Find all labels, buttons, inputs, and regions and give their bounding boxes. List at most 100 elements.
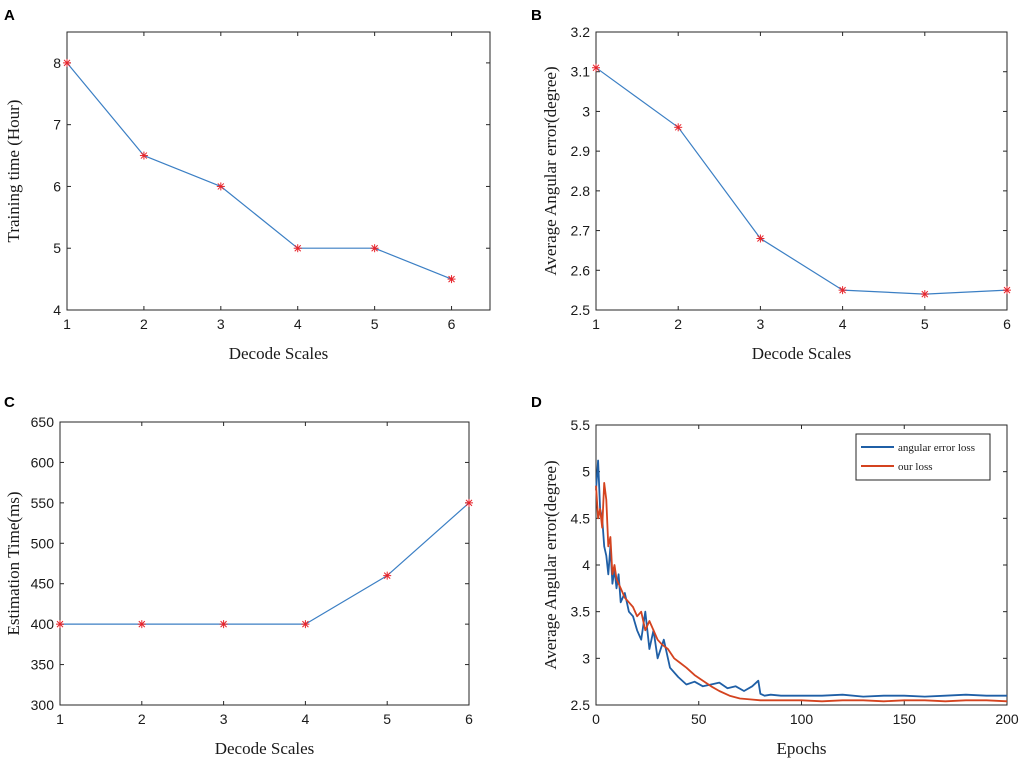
y-tick-label: 2.8 <box>571 183 591 199</box>
panel-letter: B <box>531 7 542 24</box>
y-axis-label: Training time (Hour) <box>4 100 23 243</box>
y-tick-label: 2.9 <box>571 143 591 159</box>
data-point-marker <box>1003 286 1011 295</box>
data-point-marker <box>447 275 456 284</box>
x-axis-label: Epochs <box>776 739 826 758</box>
data-point-marker <box>383 571 392 580</box>
marker-stroke <box>220 620 227 628</box>
y-tick-label: 4 <box>582 557 590 573</box>
series-line-angular-error-loss <box>595 459 1007 698</box>
marker-stroke <box>921 290 929 298</box>
data-point-marker <box>56 620 64 629</box>
panel-letter: C <box>4 394 15 411</box>
y-tick-label: 6 <box>53 178 61 194</box>
y-tick-label: 450 <box>31 576 55 592</box>
x-tick-label: 50 <box>691 711 707 727</box>
legend: angular error loss our loss <box>855 433 991 481</box>
marker-stroke <box>448 275 455 283</box>
y-tick-label: 4.5 <box>571 510 591 526</box>
data-point-marker <box>756 234 765 243</box>
marker-stroke <box>839 286 846 294</box>
panel-letter: A <box>4 7 15 24</box>
y-tick-label: 2.5 <box>571 302 591 318</box>
x-tick-label: 4 <box>839 316 847 332</box>
y-tick-label: 2.5 <box>571 697 591 713</box>
x-axis-label: Decode Scales <box>229 344 329 363</box>
y-tick-label: 5.5 <box>571 417 591 433</box>
data-point-marker <box>465 498 473 507</box>
x-tick-label: 4 <box>294 316 302 332</box>
y-tick-label: 300 <box>31 697 55 713</box>
y-tick-label: 2.6 <box>571 262 591 278</box>
x-axis-label: Decode Scales <box>215 739 315 758</box>
series-line-our-loss <box>595 481 1008 703</box>
x-tick-label: 150 <box>893 711 917 727</box>
plot-frame <box>595 31 1008 311</box>
x-tick-label: 5 <box>371 316 379 332</box>
marker-stroke <box>138 620 146 628</box>
chart-panel-b: B 1 2 3 4 5 6 2.5 2.6 2.7 2.8 2.9 3 3.1 3.2 Decode Scal… <box>531 7 1011 363</box>
data-point-marker <box>293 244 302 253</box>
y-tick-label: 5 <box>53 240 61 256</box>
x-tick-label: 3 <box>217 316 225 332</box>
legend-entry: angular error loss <box>898 442 975 454</box>
y-tick-label: 3 <box>582 650 590 666</box>
series-line-series <box>595 67 1008 295</box>
data-point-marker <box>139 151 148 160</box>
x-tick-label: 200 <box>995 711 1019 727</box>
y-axis-label: Estimation Time(ms) <box>4 491 23 635</box>
x-tick-label: 6 <box>465 711 473 727</box>
marker-stroke <box>56 620 64 628</box>
marker-stroke <box>294 244 302 252</box>
x-tick-label: 5 <box>921 316 929 332</box>
data-point-marker <box>674 123 683 132</box>
marker-stroke <box>302 620 309 628</box>
x-axis-label: Decode Scales <box>752 344 852 363</box>
y-tick-label: 7 <box>53 117 61 133</box>
series-line-series <box>66 62 452 280</box>
legend-entry: our loss <box>898 461 933 473</box>
marker-stroke <box>63 59 71 67</box>
chart-panel-c: C 1 2 3 4 5 6 300 350 400 450 500 550 600 650 Decode Sc… <box>4 394 473 758</box>
x-tick-label: 100 <box>790 711 814 727</box>
y-axis-label: Average Angular error(degree) <box>541 460 560 669</box>
x-tick-label: 2 <box>140 316 148 332</box>
data-point-marker <box>63 58 71 67</box>
marker-stroke <box>140 152 148 159</box>
x-tick-label: 6 <box>448 316 456 332</box>
y-tick-label: 3.2 <box>571 24 591 40</box>
data-point-marker <box>920 290 929 299</box>
plot-frame <box>59 421 470 706</box>
x-tick-label: 1 <box>63 316 71 332</box>
x-tick-label: 2 <box>138 711 146 727</box>
y-tick-label: 3 <box>582 103 590 119</box>
y-tick-label: 500 <box>31 535 55 551</box>
chart-panel-d: D 0 50 100 150 200 2.5 3 3.5 4 4.5 5 5.5 Epochs Averag… <box>531 394 1019 758</box>
marker-stroke <box>383 572 391 579</box>
y-axis-label: Average Angular error(degree) <box>541 66 560 275</box>
data-point-marker <box>838 286 847 295</box>
data-point-marker <box>370 244 379 253</box>
y-tick-label: 400 <box>31 616 55 632</box>
data-point-marker <box>592 63 600 72</box>
x-tick-label: 3 <box>220 711 228 727</box>
y-tick-label: 550 <box>31 495 55 511</box>
marker-stroke <box>592 64 600 72</box>
panel-letter: D <box>531 394 542 411</box>
y-tick-label: 350 <box>31 657 55 673</box>
data-point-marker <box>137 620 146 629</box>
y-tick-label: 2.7 <box>571 223 591 239</box>
plot-frame <box>66 31 491 311</box>
y-tick-label: 600 <box>31 454 55 470</box>
marker-stroke <box>217 183 225 190</box>
x-tick-label: 4 <box>302 711 310 727</box>
data-point-marker <box>216 182 225 191</box>
x-tick-label: 3 <box>757 316 765 332</box>
x-tick-label: 6 <box>1003 316 1011 332</box>
data-point-marker <box>301 620 310 629</box>
marker-stroke <box>371 244 378 252</box>
series-line-series <box>60 502 470 625</box>
data-point-marker <box>219 620 228 629</box>
x-tick-label: 1 <box>56 711 64 727</box>
